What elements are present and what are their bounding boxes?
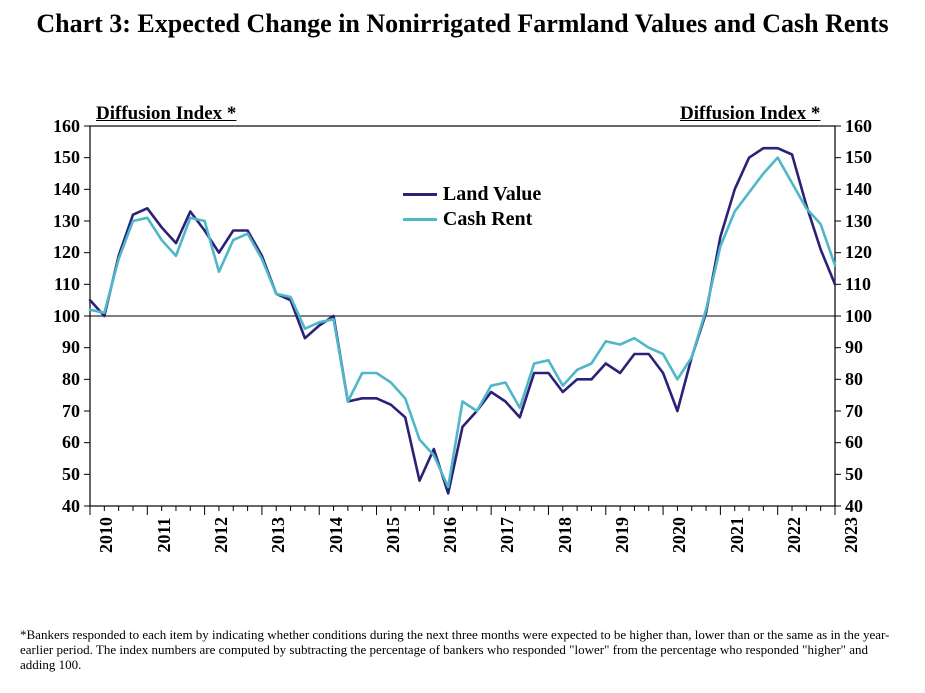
y-tick-label-left: 100 <box>30 306 80 327</box>
legend-row: Cash Rent <box>403 208 541 231</box>
y-tick-label-right: 50 <box>845 464 895 485</box>
y-tick-label-right: 140 <box>845 179 895 200</box>
x-tick-label: 2023 <box>841 505 862 565</box>
y-tick-label-left: 70 <box>30 401 80 422</box>
y-tick-label-left: 50 <box>30 464 80 485</box>
legend: Land ValueCash Rent <box>403 183 541 233</box>
y-tick-label-right: 80 <box>845 369 895 390</box>
y-tick-label-right: 160 <box>845 116 895 137</box>
y-tick-label-left: 160 <box>30 116 80 137</box>
y-tick-label-right: 110 <box>845 274 895 295</box>
y-tick-label-left: 40 <box>30 496 80 517</box>
y-tick-label-left: 60 <box>30 432 80 453</box>
y-tick-label-right: 90 <box>845 337 895 358</box>
x-tick-label: 2014 <box>326 505 347 565</box>
legend-label: Land Value <box>443 183 541 206</box>
legend-swatch <box>403 218 437 221</box>
chart-svg <box>90 100 835 580</box>
x-tick-label: 2020 <box>669 505 690 565</box>
x-tick-label: 2017 <box>497 505 518 565</box>
x-tick-label: 2016 <box>440 505 461 565</box>
x-tick-label: 2022 <box>784 505 805 565</box>
chart-container: Chart 3: Expected Change in Nonirrigated… <box>0 0 925 693</box>
legend-label: Cash Rent <box>443 208 532 231</box>
x-tick-label: 2018 <box>555 505 576 565</box>
legend-swatch <box>403 193 437 196</box>
y-tick-label-right: 130 <box>845 211 895 232</box>
x-tick-label: 2019 <box>612 505 633 565</box>
chart-title: Chart 3: Expected Change in Nonirrigated… <box>0 8 925 39</box>
x-tick-label: 2010 <box>96 505 117 565</box>
y-tick-label-right: 100 <box>845 306 895 327</box>
y-tick-label-left: 140 <box>30 179 80 200</box>
y-tick-label-right: 60 <box>845 432 895 453</box>
y-tick-label-left: 120 <box>30 242 80 263</box>
x-tick-label: 2021 <box>727 505 748 565</box>
y-tick-label-right: 150 <box>845 147 895 168</box>
x-tick-label: 2011 <box>154 505 175 565</box>
y-tick-label-left: 130 <box>30 211 80 232</box>
y-tick-label-right: 120 <box>845 242 895 263</box>
x-tick-label: 2015 <box>383 505 404 565</box>
chart-box: Diffusion Index * Diffusion Index * Land… <box>90 100 835 580</box>
y-tick-label-right: 70 <box>845 401 895 422</box>
chart-footnote: *Bankers responded to each item by indic… <box>20 628 900 673</box>
legend-row: Land Value <box>403 183 541 206</box>
y-tick-label-left: 80 <box>30 369 80 390</box>
x-tick-label: 2012 <box>211 505 232 565</box>
x-tick-label: 2013 <box>268 505 289 565</box>
y-tick-label-left: 150 <box>30 147 80 168</box>
y-tick-label-left: 90 <box>30 337 80 358</box>
y-tick-label-left: 110 <box>30 274 80 295</box>
